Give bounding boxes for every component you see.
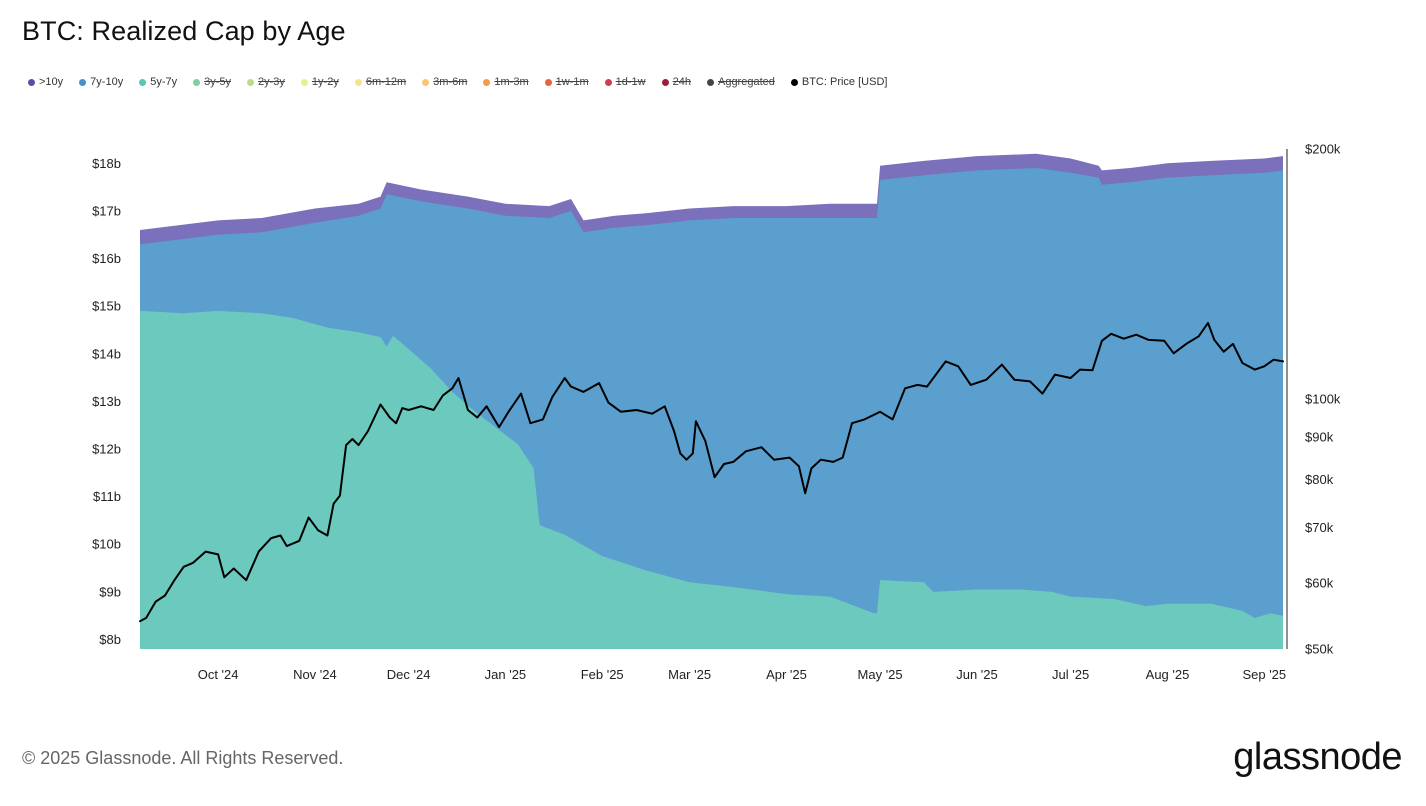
legend-label: 1m-3m xyxy=(494,76,529,88)
x-tick-label: Jun '25 xyxy=(956,667,998,682)
y-right-tick-label: $50k xyxy=(1305,642,1334,657)
legend-item-10[interactable]: 1d-1w xyxy=(604,76,646,88)
x-tick-label: Sep '25 xyxy=(1242,667,1286,682)
x-tick-label: Dec '24 xyxy=(387,667,431,682)
legend-label: 24h xyxy=(672,76,691,88)
y-right-tick-label: $80k xyxy=(1305,472,1334,487)
legend-item-2[interactable]: 5y-7y xyxy=(139,76,177,88)
legend-item-8[interactable]: 1m-3m xyxy=(483,76,529,88)
glassnode-logo[interactable]: glassnode xyxy=(1233,736,1402,778)
area-series-10y xyxy=(140,153,1283,650)
btc-price-line xyxy=(139,321,1284,623)
y-left-tick-label: $15b xyxy=(92,299,121,314)
x-tick-label: Feb '25 xyxy=(581,667,624,682)
x-tick-label: Jul '25 xyxy=(1052,667,1089,682)
legend-dot-icon xyxy=(354,78,362,86)
legend-dot-icon xyxy=(300,78,308,86)
area-series-7y-10y xyxy=(140,168,1283,649)
legend-label: 1y-2y xyxy=(311,76,339,88)
legend-dot-icon xyxy=(422,78,430,86)
x-tick-label: Oct '24 xyxy=(198,667,239,682)
legend-item-5[interactable]: 1y-2y xyxy=(300,76,339,88)
chart-legend: >10y 7y-10y 5y-7y 3y-5y 2y-3y 1y-2y 6m-12m 3m-6… xyxy=(28,74,887,90)
legend-dot-icon xyxy=(661,78,669,86)
area-layer xyxy=(140,153,1283,650)
legend-label: 3m-6m xyxy=(433,76,468,88)
legend-item-0[interactable]: >10y xyxy=(28,76,63,88)
y-right-tick-label: $100k xyxy=(1305,392,1341,407)
legend-dot-icon xyxy=(790,78,798,86)
x-tick-label: May '25 xyxy=(858,667,903,682)
legend-dot-icon xyxy=(247,78,255,86)
legend-dot-icon xyxy=(483,78,491,86)
legend-dot-icon xyxy=(79,78,87,86)
y-left-tick-label: $11b xyxy=(93,489,121,504)
x-tick-label: Apr '25 xyxy=(766,667,807,682)
legend-label: 5y-7y xyxy=(150,76,178,88)
legend-label: 1w-1m xyxy=(555,76,589,88)
chart-title: BTC: Realized Cap by Age xyxy=(22,16,346,46)
legend-label: 6m-12m xyxy=(365,76,407,88)
area-series-5y-7y xyxy=(140,310,1283,649)
y-left-tick-label: $12b xyxy=(92,442,121,457)
x-tick-label: Aug '25 xyxy=(1146,667,1190,682)
legend-dot-icon xyxy=(604,78,612,86)
y-left-tick-label: $14b xyxy=(92,346,121,361)
y-right-tick-label: $90k xyxy=(1305,430,1334,445)
legend-item-12[interactable]: Aggregated xyxy=(706,76,775,88)
price-line-layer xyxy=(139,321,1284,623)
y-left-tick-label: $13b xyxy=(92,394,121,409)
legend-label: 3y-5y xyxy=(204,76,232,88)
legend-dot-icon xyxy=(28,78,35,86)
axes-layer: $8b $9b $10b $11b $12b $13b $14b $15b $16b $17b $1… xyxy=(92,142,1341,683)
x-tick-label: Jan '25 xyxy=(485,667,527,682)
legend-item-3[interactable]: 3y-5y xyxy=(193,76,231,88)
legend-item-4[interactable]: 2y-3y xyxy=(247,76,285,88)
y-left-tick-label: $8b xyxy=(99,632,121,647)
y-left-tick-label: $9b xyxy=(99,584,121,599)
y-left-tick-label: $17b xyxy=(92,203,121,218)
legend-dot-icon xyxy=(139,78,147,86)
legend-label: 1d-1w xyxy=(615,76,646,88)
y-right-tick-label: $60k xyxy=(1305,576,1334,591)
x-tick-label: Nov '24 xyxy=(293,667,337,682)
legend-label: Aggregated xyxy=(717,76,775,88)
legend-dot-icon xyxy=(544,78,552,86)
legend-item-11[interactable]: 24h xyxy=(661,76,691,88)
y-right-tick-label: $70k xyxy=(1305,520,1334,535)
legend-item-13[interactable]: BTC: Price [USD] xyxy=(790,76,888,88)
legend-item-6[interactable]: 6m-12m xyxy=(354,76,407,88)
legend-label: 2y-3y xyxy=(258,76,285,88)
y-left-tick-label: $18b xyxy=(92,156,121,171)
y-left-tick-label: $10b xyxy=(92,537,121,552)
legend-label: >10y xyxy=(39,76,64,88)
y-right-tick-label: $200k xyxy=(1305,142,1341,157)
legend-item-9[interactable]: 1w-1m xyxy=(544,76,589,88)
legend-item-1[interactable]: 7y-10y xyxy=(79,76,123,88)
x-tick-label: Mar '25 xyxy=(668,667,711,682)
legend-label: BTC: Price [USD] xyxy=(801,76,888,88)
legend-dot-icon xyxy=(706,78,714,86)
legend-dot-icon xyxy=(193,78,201,86)
watermark: glassnode xyxy=(388,302,997,445)
legend-label: 7y-10y xyxy=(90,76,124,88)
y-left-tick-label: $16b xyxy=(92,251,121,266)
copyright-text: © 2025 Glassnode. All Rights Reserved. xyxy=(22,748,344,768)
legend-item-7[interactable]: 3m-6m xyxy=(422,76,467,88)
